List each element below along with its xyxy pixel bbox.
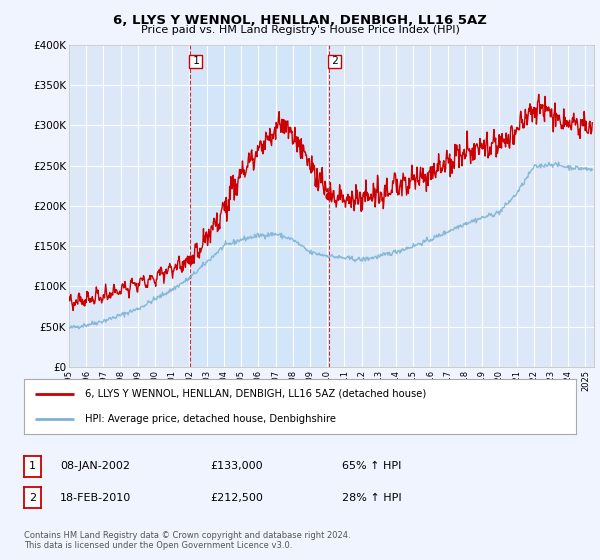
- Bar: [190, 45, 329, 367]
- Text: Contains HM Land Registry data © Crown copyright and database right 2024.
This d: Contains HM Land Registry data © Crown c…: [24, 531, 350, 550]
- Text: £212,500: £212,500: [210, 493, 263, 503]
- Text: 18-FEB-2010: 18-FEB-2010: [60, 493, 131, 503]
- Text: 6, LLYS Y WENNOL, HENLLAN, DENBIGH, LL16 5AZ (detached house): 6, LLYS Y WENNOL, HENLLAN, DENBIGH, LL16…: [85, 389, 426, 399]
- Text: 1: 1: [190, 56, 200, 66]
- Text: 65% ↑ HPI: 65% ↑ HPI: [342, 461, 401, 472]
- Text: HPI: Average price, detached house, Denbighshire: HPI: Average price, detached house, Denb…: [85, 414, 336, 424]
- Text: Price paid vs. HM Land Registry's House Price Index (HPI): Price paid vs. HM Land Registry's House …: [140, 25, 460, 35]
- Text: 1: 1: [29, 461, 36, 472]
- Text: £133,000: £133,000: [210, 461, 263, 472]
- Text: 08-JAN-2002: 08-JAN-2002: [60, 461, 130, 472]
- Text: 2: 2: [29, 493, 36, 503]
- Text: 6, LLYS Y WENNOL, HENLLAN, DENBIGH, LL16 5AZ: 6, LLYS Y WENNOL, HENLLAN, DENBIGH, LL16…: [113, 14, 487, 27]
- Text: 2: 2: [329, 56, 340, 66]
- Text: 28% ↑ HPI: 28% ↑ HPI: [342, 493, 401, 503]
